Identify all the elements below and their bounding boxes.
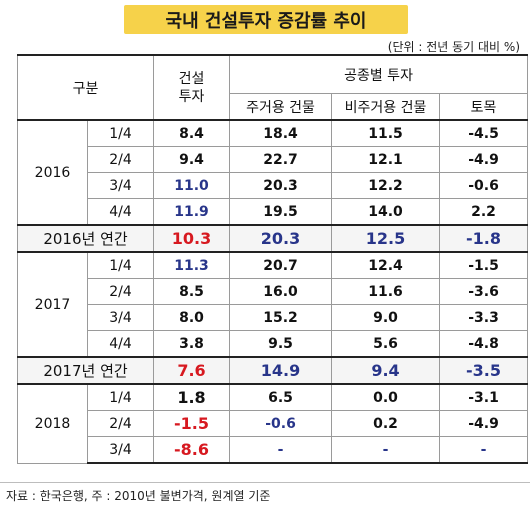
nonresidential-value: 12.2 <box>331 172 441 199</box>
quarter-label: 4/4 <box>86 330 155 358</box>
residential-value: 18.4 <box>229 119 333 147</box>
nonresidential-value: 11.5 <box>331 119 441 147</box>
construction-investment-table: 구분 건설 투자 공종별 투자 주거용 건물 비주거용 건물 토목 2016 1… <box>16 54 529 464</box>
nonresidential-value: 12.4 <box>331 251 441 279</box>
construction-value: 8.4 <box>153 119 231 147</box>
residential-value: 20.7 <box>229 251 333 279</box>
residential-value: 20.3 <box>229 224 333 253</box>
construction-value: 8.5 <box>153 278 231 305</box>
quarter-label: 1/4 <box>86 383 155 411</box>
header-category: 구분 <box>16 54 155 121</box>
civil-value: -1.5 <box>439 251 529 279</box>
nonresidential-value: 0.0 <box>331 383 441 411</box>
source-note: 자료 : 한국은행, 주 : 2010년 불변가격, 원계열 기준 <box>6 489 271 503</box>
construction-value: 10.3 <box>153 224 231 253</box>
construction-value: 11.9 <box>153 198 231 226</box>
quarter-label: 3/4 <box>86 304 155 331</box>
residential-value: 9.5 <box>229 330 333 358</box>
year-label: 2017 <box>17 251 88 358</box>
quarter-label: 2/4 <box>86 278 155 305</box>
civil-value: -4.9 <box>439 410 529 437</box>
unit-note: (단위 : 전년 동기 대비 %) <box>387 40 520 54</box>
construction-value: 8.0 <box>153 304 231 331</box>
residential-value: 15.2 <box>229 304 333 331</box>
nonresidential-value: 0.2 <box>331 410 441 437</box>
annual-label: 2016년 연간 <box>16 224 155 253</box>
footer-divider <box>0 482 530 483</box>
nonresidential-value: 12.5 <box>331 224 441 253</box>
nonresidential-value: - <box>331 436 441 464</box>
header-nonresidential: 비주거용 건물 <box>331 93 441 121</box>
construction-value: 3.8 <box>153 330 231 358</box>
residential-value: 19.5 <box>229 198 333 226</box>
residential-value: 14.9 <box>229 356 333 385</box>
construction-value: 11.3 <box>153 251 231 279</box>
civil-value: -4.9 <box>439 146 529 173</box>
quarter-label: 2/4 <box>86 410 155 437</box>
nonresidential-value: 14.0 <box>331 198 441 226</box>
civil-value: -1.8 <box>439 224 529 253</box>
annual-label: 2017년 연간 <box>16 356 155 385</box>
residential-value: 6.5 <box>229 383 333 411</box>
construction-value: 9.4 <box>153 146 231 173</box>
civil-value: -3.3 <box>439 304 529 331</box>
table-title: 국내 건설투자 증감률 추이 <box>124 5 408 34</box>
quarter-label: 4/4 <box>86 198 155 226</box>
residential-value: -0.6 <box>229 410 333 437</box>
residential-value: 16.0 <box>229 278 333 305</box>
civil-value: -4.5 <box>439 119 529 147</box>
quarter-label: 1/4 <box>86 119 155 147</box>
nonresidential-value: 9.0 <box>331 304 441 331</box>
year-label: 2016 <box>17 119 88 226</box>
civil-value: 2.2 <box>439 198 529 226</box>
civil-value: -3.6 <box>439 278 529 305</box>
header-by-type: 공종별 투자 <box>229 54 529 94</box>
construction-value: 7.6 <box>153 356 231 385</box>
civil-value: - <box>439 436 529 464</box>
nonresidential-value: 11.6 <box>331 278 441 305</box>
construction-value: -1.5 <box>153 410 231 437</box>
quarter-label: 2/4 <box>86 146 155 173</box>
construction-value: -8.6 <box>153 436 231 464</box>
construction-value: 1.8 <box>153 383 231 411</box>
civil-value: -3.5 <box>439 356 529 385</box>
construction-value: 11.0 <box>153 172 231 199</box>
nonresidential-value: 9.4 <box>331 356 441 385</box>
header-civil: 토목 <box>439 93 529 121</box>
year-label: 2018 <box>17 383 88 464</box>
nonresidential-value: 12.1 <box>331 146 441 173</box>
civil-value: -3.1 <box>439 383 529 411</box>
residential-value: 20.3 <box>229 172 333 199</box>
quarter-label: 3/4 <box>86 172 155 199</box>
civil-value: -0.6 <box>439 172 529 199</box>
quarter-label: 3/4 <box>86 436 155 464</box>
quarter-label: 1/4 <box>86 251 155 279</box>
civil-value: -4.8 <box>439 330 529 358</box>
header-residential: 주거용 건물 <box>229 93 333 121</box>
residential-value: 22.7 <box>229 146 333 173</box>
nonresidential-value: 5.6 <box>331 330 441 358</box>
residential-value: - <box>229 436 333 464</box>
header-construction-investment: 건설 투자 <box>153 54 231 121</box>
